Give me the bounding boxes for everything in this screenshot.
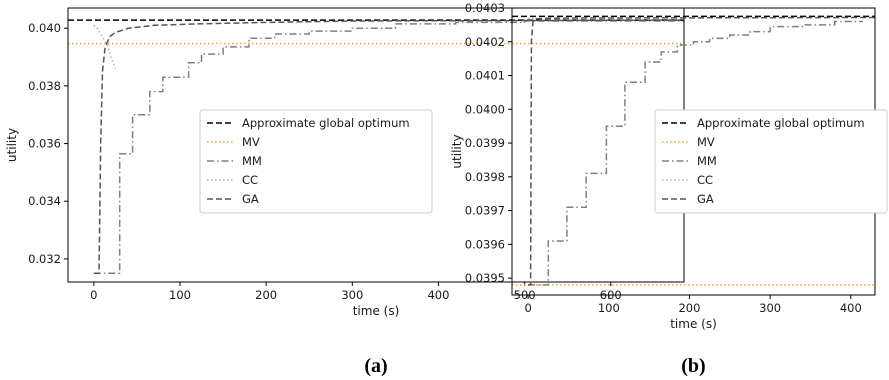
series-line-ga [93,19,684,275]
series-group [512,15,875,286]
panel-label: (b) [681,355,705,377]
y-tick-label: 0.0403 [465,1,505,15]
legend: Approximate global optimum MV MM CC GA [654,109,888,214]
x-tick-label: 400 [840,301,862,315]
y-tick-label: 0.0396 [465,237,505,251]
y-tick-label: 0.0397 [465,204,505,218]
legend-entry-label: CC [242,173,258,187]
y-tick-label: 0.038 [28,79,61,93]
legend-entry-label: Approximate global optimum [242,116,410,130]
legend-entry-label: GA [242,192,259,206]
x-axis-label: time (s) [353,304,400,318]
x-axis-label: time (s) [670,317,717,331]
x-tick-label: 200 [255,288,277,302]
legend-entry-label: MM [697,154,717,168]
legend-box [654,109,888,214]
legend-entry-label: MM [242,154,262,168]
y-tick-label: 0.032 [28,252,61,266]
legend-entry-label: MV [697,135,715,149]
legend-entry-label: Approximate global optimum [697,116,865,130]
x-tick-label: 100 [598,301,620,315]
legend-box [199,109,433,214]
x-tick-label: 0 [90,288,97,302]
y-tick-label: 0.034 [28,194,61,208]
panel-b: 0.0395 0.0396 0.0397 0.0398 0.0399 0.0400 0.04… [450,1,888,377]
y-tick-label: 0.0398 [465,170,505,184]
y-tick-label: 0.0402 [465,35,505,49]
series-group [68,19,684,275]
y-tick-label: 0.040 [28,21,61,35]
series-line-mm [528,20,863,286]
x-tick-label: 200 [678,301,700,315]
y-tick-label: 0.0400 [465,102,505,116]
series-line-cc [93,24,117,69]
legend-entry-label: CC [697,173,713,187]
x-tick-label: 400 [427,288,449,302]
series-line-ga [528,16,875,286]
legend-entry-label: GA [697,192,714,206]
y-tick-label: 0.0399 [465,136,505,150]
y-tick-label: 0.0395 [465,271,505,285]
legend: Approximate global optimum MV MM CC GA [199,109,433,214]
x-tick-label: 0 [524,301,531,315]
y-axis-label: utility [450,134,464,168]
panel-label: (a) [364,355,387,377]
x-tick-label: 300 [759,301,781,315]
series-line-mm [93,20,684,275]
y-tick-label: 0.036 [28,137,61,151]
x-tick-label: 300 [341,288,363,302]
x-tick-label: 100 [169,288,191,302]
y-tick-label: 0.0401 [465,69,505,83]
legend-entry-label: MV [242,135,260,149]
y-axis-label: utility [5,128,19,162]
